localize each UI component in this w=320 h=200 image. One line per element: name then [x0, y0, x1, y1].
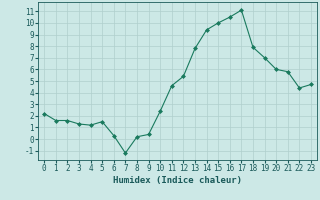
X-axis label: Humidex (Indice chaleur): Humidex (Indice chaleur) [113, 176, 242, 185]
